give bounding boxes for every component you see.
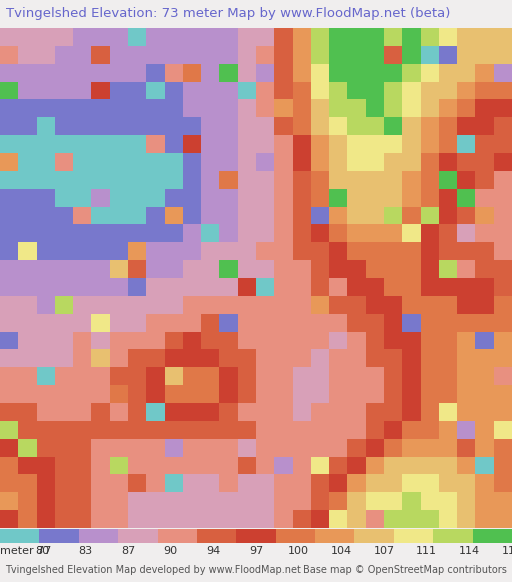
- Bar: [473, 528, 512, 543]
- Bar: [197, 528, 237, 543]
- Text: Tvingelshed Elevation Map developed by www.FloodMap.net: Tvingelshed Elevation Map developed by w…: [5, 565, 301, 575]
- Text: 83: 83: [78, 546, 92, 556]
- Text: meter 77: meter 77: [0, 546, 51, 556]
- Bar: [0, 528, 39, 543]
- Text: 80: 80: [36, 546, 50, 556]
- Text: 118: 118: [501, 546, 512, 556]
- Bar: [79, 528, 118, 543]
- Bar: [39, 528, 79, 543]
- Text: 114: 114: [459, 546, 480, 556]
- Text: 100: 100: [288, 546, 309, 556]
- Bar: [394, 528, 433, 543]
- Text: 97: 97: [249, 546, 263, 556]
- Bar: [433, 528, 473, 543]
- Text: 107: 107: [373, 546, 395, 556]
- Bar: [158, 528, 197, 543]
- Text: Tvingelshed Elevation: 73 meter Map by www.FloodMap.net (beta): Tvingelshed Elevation: 73 meter Map by w…: [6, 8, 451, 20]
- Text: Base map © OpenStreetMap contributors: Base map © OpenStreetMap contributors: [303, 565, 507, 575]
- Text: 104: 104: [331, 546, 352, 556]
- Bar: [118, 528, 158, 543]
- Text: 111: 111: [416, 546, 437, 556]
- Bar: [315, 528, 354, 543]
- Bar: [354, 528, 394, 543]
- Bar: [237, 528, 275, 543]
- Bar: [275, 528, 315, 543]
- Text: 87: 87: [121, 546, 135, 556]
- Text: 90: 90: [164, 546, 178, 556]
- Text: 94: 94: [206, 546, 221, 556]
